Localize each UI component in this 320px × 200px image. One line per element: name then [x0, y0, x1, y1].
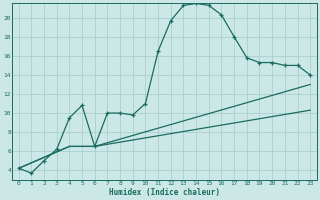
X-axis label: Humidex (Indice chaleur): Humidex (Indice chaleur): [109, 188, 220, 197]
